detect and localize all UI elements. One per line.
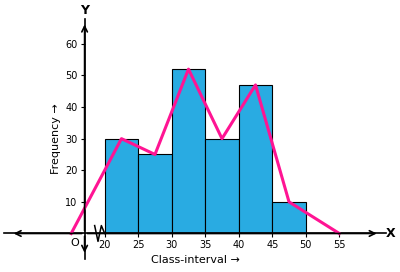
Text: Y: Y: [80, 4, 89, 17]
Bar: [105, 139, 138, 233]
Text: O: O: [70, 238, 79, 248]
Text: X: X: [386, 227, 396, 240]
Bar: [138, 154, 172, 233]
X-axis label: Class-interval →: Class-interval →: [151, 255, 240, 265]
Bar: [205, 139, 239, 233]
Y-axis label: Frequency →: Frequency →: [51, 103, 61, 174]
Bar: [272, 202, 306, 233]
Bar: [172, 69, 205, 233]
Bar: [239, 85, 272, 233]
